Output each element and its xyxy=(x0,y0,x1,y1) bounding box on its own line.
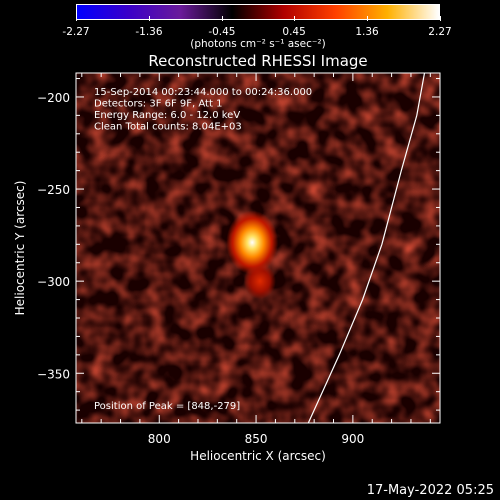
colorbar xyxy=(76,4,440,20)
annotation-line: Clean Total counts: 8.04E+03 xyxy=(94,122,242,133)
solar-limb-curve xyxy=(307,73,426,423)
chart-title: Reconstructed RHESSI Image xyxy=(148,52,368,70)
y-tick-label: −300 xyxy=(37,275,70,289)
colorbar-tick-label: 0.45 xyxy=(282,26,306,38)
colorbar-tick-label: 2.27 xyxy=(428,26,452,38)
colorbar-tick-label: -2.27 xyxy=(62,26,90,38)
colorbar-tick-label: -1.36 xyxy=(135,26,163,38)
footer-date: 17-May-2022 05:25 xyxy=(366,483,494,498)
colorbar-tick-label: -0.45 xyxy=(208,26,236,38)
colorbar-tick-mark xyxy=(440,16,441,21)
annotation-line: 15-Sep-2014 00:23:44.000 to 00:24:36.000 xyxy=(94,87,312,98)
plot-area: 800 850 900 −200 −250 −300 −350 Heliocentric X … xyxy=(13,72,441,463)
heatmap-clip-group xyxy=(226,73,426,423)
annotation-line: Energy Range: 6.0 - 12.0 keV xyxy=(94,110,240,121)
x-tick-label: 900 xyxy=(341,432,364,446)
plot-frame xyxy=(75,72,441,424)
peak-position-label: Position of Peak = [848,-279] xyxy=(94,401,240,412)
x-tick-label: 800 xyxy=(148,432,171,446)
y-tick-label: −250 xyxy=(37,183,70,197)
peak-source xyxy=(226,210,279,275)
x-axis-label: Heliocentric X (arcsec) xyxy=(190,449,326,463)
colorbar-tick-mark xyxy=(76,16,77,21)
y-axis-label: Heliocentric Y (arcsec) xyxy=(13,181,27,316)
colorbar-tick-mark xyxy=(294,16,296,21)
annotation-line: Detectors: 3F 6F 9F, Att 1 xyxy=(94,99,222,110)
colorbar-tick-mark xyxy=(148,16,150,21)
y-tick-label: −350 xyxy=(37,367,70,381)
colorbar-unit-label: (photons cm⁻² s⁻¹ asec⁻²) xyxy=(190,38,326,50)
colorbar-tick-mark xyxy=(221,16,223,21)
y-tick-label: −200 xyxy=(37,91,70,105)
colorbar-tick-mark xyxy=(367,16,369,21)
colorbar-tick-label: 1.36 xyxy=(355,26,379,38)
x-tick-label: 850 xyxy=(245,432,268,446)
